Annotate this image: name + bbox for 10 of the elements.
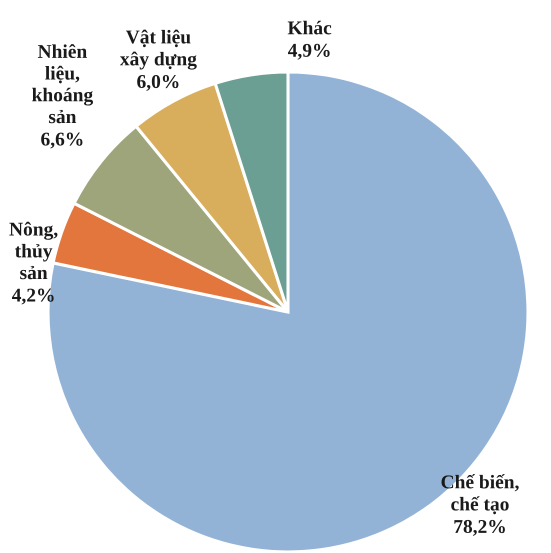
slice-label: Khác <box>288 20 332 34</box>
slice-label: Nhiên liệu, khoáng sản <box>32 44 94 124</box>
data-label: 78,2% <box>454 520 505 536</box>
slice-label: Vật liệu xây dựng <box>120 30 197 70</box>
slice-label: Nông, thủy sản <box>9 222 58 280</box>
data-label: 6,0% <box>137 74 178 91</box>
data-label: 4,2% <box>12 288 54 305</box>
slice-label: Chế biến, chế tạo <box>442 474 519 514</box>
data-label: 6,6% <box>41 132 82 149</box>
data-label: 4,9% <box>288 44 330 60</box>
